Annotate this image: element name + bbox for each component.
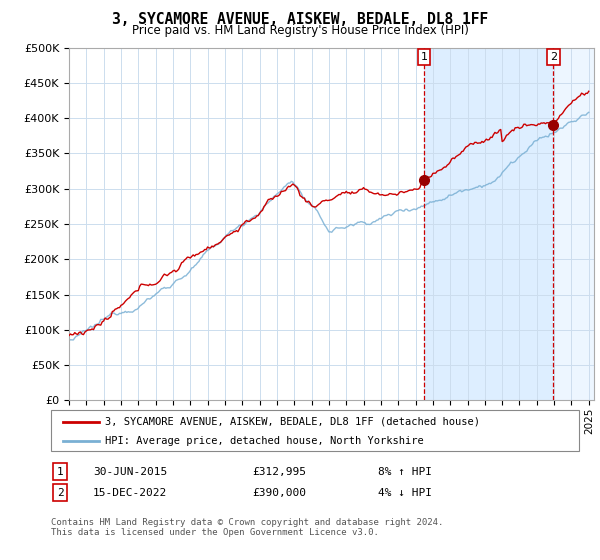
Text: £312,995: £312,995	[252, 466, 306, 477]
Text: Contains HM Land Registry data © Crown copyright and database right 2024.
This d: Contains HM Land Registry data © Crown c…	[51, 518, 443, 538]
Bar	[553, 48, 594, 400]
Text: 3, SYCAMORE AVENUE, AISKEW, BEDALE, DL8 1FF: 3, SYCAMORE AVENUE, AISKEW, BEDALE, DL8 …	[112, 12, 488, 27]
Text: Price paid vs. HM Land Registry's House Price Index (HPI): Price paid vs. HM Land Registry's House …	[131, 24, 469, 36]
Text: 8% ↑ HPI: 8% ↑ HPI	[378, 466, 432, 477]
Text: 1: 1	[56, 466, 64, 477]
Text: 3, SYCAMORE AVENUE, AISKEW, BEDALE, DL8 1FF (detached house): 3, SYCAMORE AVENUE, AISKEW, BEDALE, DL8 …	[105, 417, 480, 427]
Text: 2: 2	[550, 52, 557, 62]
Text: 1: 1	[421, 52, 428, 62]
Text: 15-DEC-2022: 15-DEC-2022	[93, 488, 167, 498]
Text: 30-JUN-2015: 30-JUN-2015	[93, 466, 167, 477]
Text: 4% ↓ HPI: 4% ↓ HPI	[378, 488, 432, 498]
Bar	[424, 48, 553, 400]
Text: HPI: Average price, detached house, North Yorkshire: HPI: Average price, detached house, Nort…	[105, 436, 424, 446]
Text: £390,000: £390,000	[252, 488, 306, 498]
Text: 2: 2	[56, 488, 64, 498]
